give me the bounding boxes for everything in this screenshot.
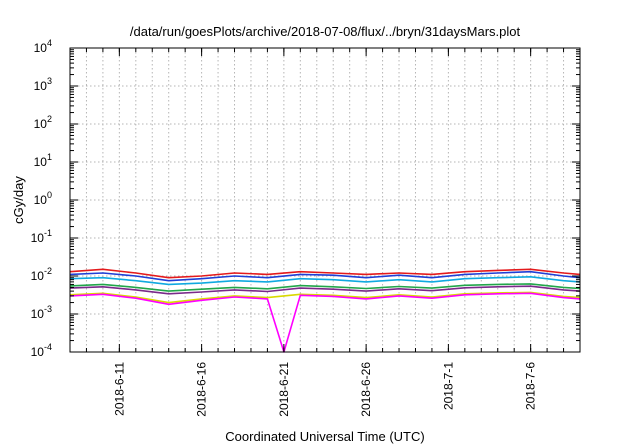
y-tick-labels: 10-4 10-3 10-2 10-1 100 101 102 103 104 xyxy=(31,38,52,359)
x-axis-label: Coordinated Universal Time (UTC) xyxy=(225,429,424,444)
grid xyxy=(70,48,580,352)
y-tick-label: 10-3 xyxy=(31,304,52,321)
x-tick-label: 2018-7-1 xyxy=(441,362,455,410)
series-line-3 xyxy=(69,276,581,286)
plot-border xyxy=(69,47,581,353)
x-tick-label: 2018-7-6 xyxy=(524,362,538,410)
y-tick-label: 104 xyxy=(34,38,52,55)
series-line-4 xyxy=(69,283,581,292)
series-line-1 xyxy=(69,268,581,279)
series-line-2 xyxy=(69,270,581,282)
x-tick-label: 2018-6-26 xyxy=(359,362,373,417)
x-tick-label: 2018-6-16 xyxy=(195,362,209,417)
y-tick-label: 101 xyxy=(34,152,52,169)
y-tick-label: 103 xyxy=(34,76,52,93)
y-tick-label: 10-2 xyxy=(31,266,52,283)
plot-frame xyxy=(69,47,581,353)
series-line-5 xyxy=(69,285,581,295)
series-line-6 xyxy=(69,291,581,304)
series-line-7 xyxy=(69,292,581,353)
x-tick-label: 2018-6-11 xyxy=(112,362,126,416)
chart-title: /data/run/goesPlots/archive/2018-07-08/f… xyxy=(130,24,521,39)
x-tick-label: 2018-6-21 xyxy=(277,362,291,417)
y-tick-label: 102 xyxy=(34,114,52,131)
series-layer xyxy=(69,268,581,353)
y-tick-label: 10-4 xyxy=(31,342,52,359)
y-axis-label: cGy/day xyxy=(11,176,26,224)
y-tick-label: 10-1 xyxy=(31,228,52,245)
x-tick-labels: 2018-6-11 2018-6-16 2018-6-21 2018-6-26 2018… xyxy=(112,362,537,417)
y-tick-label: 100 xyxy=(34,190,52,207)
